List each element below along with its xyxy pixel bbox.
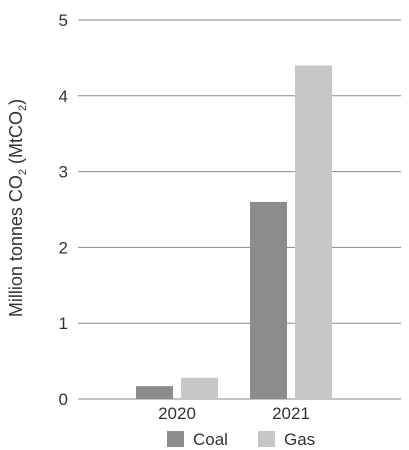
y-axis-ticks: 0 1 2 3 4 5 [59, 11, 68, 409]
legend-label-gas: Gas [284, 430, 315, 449]
x-axis-ticks: 2020 2021 [158, 404, 310, 423]
bars [136, 65, 332, 399]
x-tick-label-2021: 2021 [272, 404, 310, 423]
y-axis-title-sub2: 2 [17, 105, 29, 111]
bar-coal-2020 [136, 386, 173, 399]
y-axis-title-end: ) [6, 99, 26, 105]
bar-gas-2020 [181, 377, 218, 399]
gridlines [78, 19, 401, 400]
y-tick-label: 2 [59, 238, 68, 257]
y-axis-title: Million tonnes CO2 (MtCO2) [6, 99, 29, 317]
x-tick-label-2020: 2020 [158, 404, 196, 423]
y-tick-label: 5 [59, 11, 68, 30]
legend-swatch-gas [258, 431, 275, 447]
y-tick-label: 1 [59, 314, 68, 333]
y-tick-label: 4 [59, 87, 68, 106]
legend: Coal Gas [167, 430, 315, 449]
bar-coal-2021 [250, 201, 287, 399]
y-axis-title-mid: (MtCO [6, 111, 26, 169]
legend-swatch-coal [167, 431, 184, 447]
y-axis-title-sub1: 2 [17, 169, 29, 175]
y-tick-label: 0 [59, 390, 68, 409]
y-tick-label: 3 [59, 163, 68, 182]
bar-gas-2021 [295, 65, 332, 399]
y-axis-title-main: Million tonnes CO [6, 175, 26, 317]
legend-label-coal: Coal [193, 430, 228, 449]
